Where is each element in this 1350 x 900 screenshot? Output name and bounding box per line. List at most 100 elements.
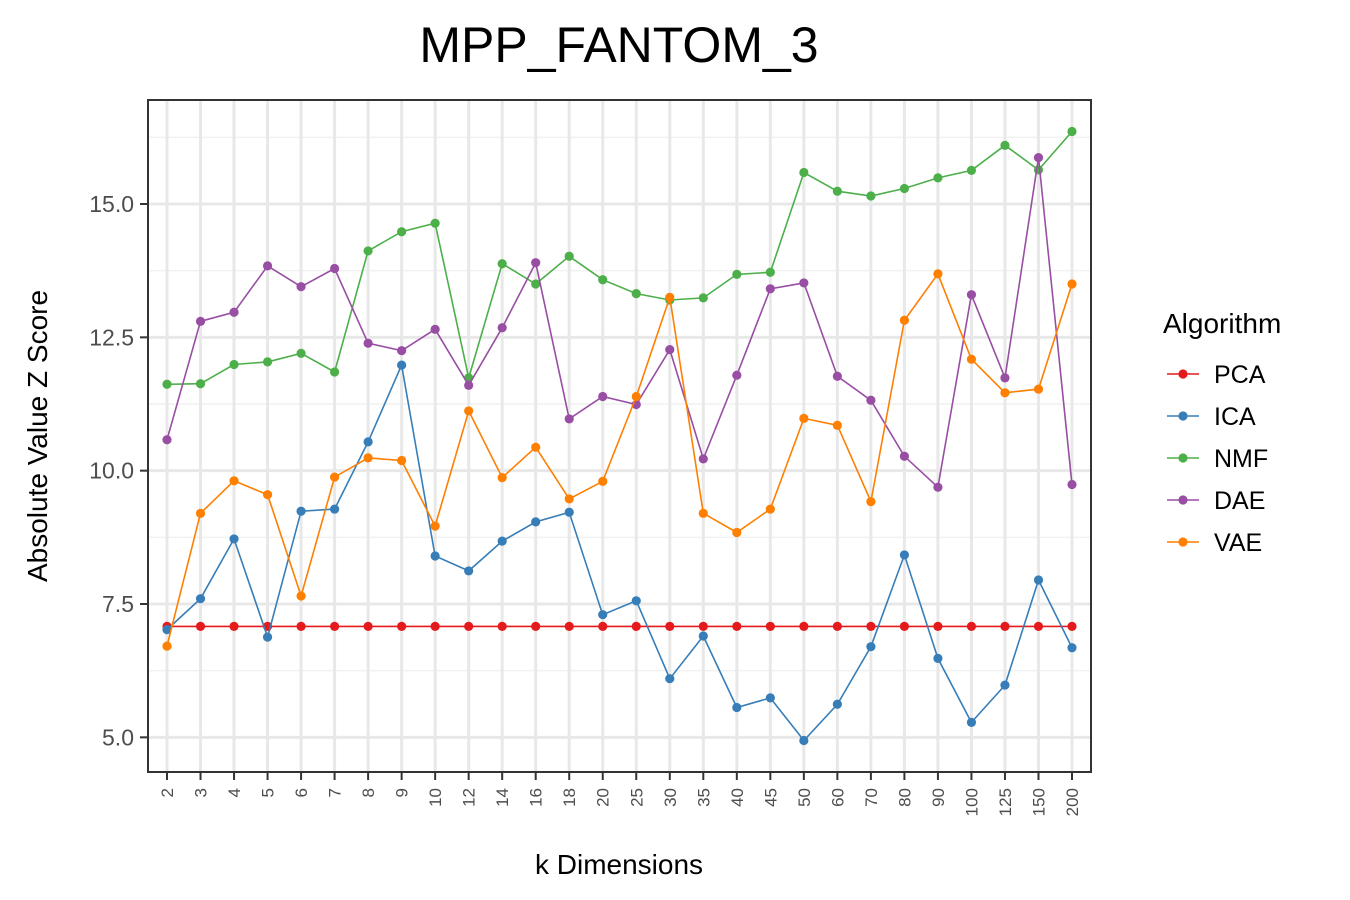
point-vae	[195, 508, 206, 518]
x-tick-label: 10	[426, 788, 445, 807]
x-tick-label: 70	[862, 788, 881, 807]
legend-label-ica: ICA	[1214, 403, 1256, 431]
point-dae	[1000, 373, 1010, 383]
x-tick-label: 4	[225, 788, 244, 797]
point-ica	[430, 551, 440, 561]
y-tick-label: 7.5	[102, 591, 134, 617]
point-dae	[799, 278, 809, 288]
point-vae	[397, 455, 407, 466]
point-dae	[899, 451, 910, 461]
point-pca	[698, 621, 708, 632]
point-ica	[933, 653, 943, 664]
point-dae	[598, 391, 608, 402]
point-vae	[296, 591, 306, 601]
point-ica	[1067, 643, 1077, 653]
point-pca	[564, 621, 574, 632]
legend-marker-pca	[1178, 369, 1188, 379]
point-nmf	[799, 167, 809, 178]
point-pca	[598, 621, 608, 632]
point-dae	[832, 371, 842, 381]
series-line-vae	[166, 272, 1073, 647]
point-vae	[799, 413, 809, 423]
point-pca	[464, 621, 474, 632]
point-dae	[564, 414, 574, 424]
point-ica	[698, 631, 708, 641]
point-ica	[1000, 680, 1010, 690]
point-nmf	[765, 267, 775, 277]
point-vae	[229, 476, 239, 486]
x-tick-label: 25	[627, 788, 646, 807]
point-dae	[866, 395, 876, 405]
x-tick-label: 8	[359, 788, 378, 797]
point-pca	[765, 621, 775, 632]
point-pca	[1000, 621, 1010, 632]
x-tick-label: 5	[259, 788, 278, 797]
x-tick-label: 20	[594, 788, 613, 807]
point-vae	[933, 269, 943, 279]
point-dae	[162, 435, 172, 445]
y-tick-label: 5.0	[102, 724, 134, 750]
point-nmf	[262, 357, 273, 367]
point-dae	[698, 454, 708, 464]
point-vae	[1033, 384, 1044, 394]
point-nmf	[631, 289, 641, 299]
point-pca	[430, 621, 440, 632]
point-nmf	[162, 379, 172, 389]
legend-marker-ica	[1178, 411, 1188, 421]
y-tick-label: 15.0	[89, 191, 134, 217]
x-tick-label: 80	[895, 788, 914, 807]
x-tick-label: 90	[929, 788, 948, 807]
legend-label-dae: DAE	[1214, 487, 1265, 515]
point-ica	[665, 674, 675, 684]
point-ica	[564, 507, 574, 517]
point-dae	[765, 284, 775, 294]
point-nmf	[832, 186, 842, 196]
y-axis-label: Absolute Value Z Score	[22, 290, 53, 582]
point-nmf	[698, 293, 708, 303]
point-pca	[799, 621, 809, 632]
point-pca	[531, 621, 541, 632]
point-ica	[329, 504, 340, 514]
point-nmf	[966, 165, 977, 175]
point-ica	[866, 642, 876, 652]
point-ica	[799, 735, 809, 746]
point-ica	[966, 717, 977, 728]
legend-item-vae: VAE	[1167, 529, 1262, 557]
point-vae	[430, 521, 440, 531]
point-pca	[363, 621, 373, 632]
y-axis: 5.0 7.5 10.0 12.5 15.0	[89, 191, 148, 750]
point-pca	[229, 621, 239, 632]
point-nmf	[866, 191, 876, 201]
point-pca	[397, 621, 407, 632]
point-dae	[262, 261, 273, 271]
point-vae	[1067, 279, 1077, 289]
point-vae	[899, 315, 910, 325]
point-pca	[1033, 621, 1044, 632]
point-dae	[363, 338, 373, 348]
legend-marker-vae	[1178, 537, 1188, 547]
x-tick-label: 50	[795, 788, 814, 807]
x-axis: 2 3 4 5 6 7 8 9 10 12 14 16 18 20 25 30 35 40 45 50 60 70 80 90…	[158, 772, 1082, 816]
point-pca	[329, 621, 340, 632]
x-tick-label: 30	[661, 788, 680, 807]
point-dae	[531, 258, 541, 268]
series-line-dae	[166, 157, 1073, 489]
y-tick-label: 12.5	[89, 324, 134, 350]
point-nmf	[1067, 126, 1077, 137]
legend: Algorithm PCA ICA NMF DAE VAE	[1163, 308, 1281, 557]
point-dae	[1033, 153, 1044, 163]
point-vae	[497, 473, 507, 483]
point-dae	[665, 345, 675, 355]
point-pca	[631, 621, 641, 632]
point-nmf	[564, 251, 574, 261]
point-pca	[497, 621, 507, 632]
legend-label-nmf: NMF	[1214, 445, 1268, 473]
point-vae	[866, 497, 876, 507]
point-nmf	[1033, 165, 1044, 175]
point-dae	[497, 323, 507, 333]
point-nmf	[1000, 140, 1010, 150]
point-ica	[262, 632, 273, 642]
point-ica	[397, 360, 407, 370]
point-nmf	[296, 348, 306, 358]
